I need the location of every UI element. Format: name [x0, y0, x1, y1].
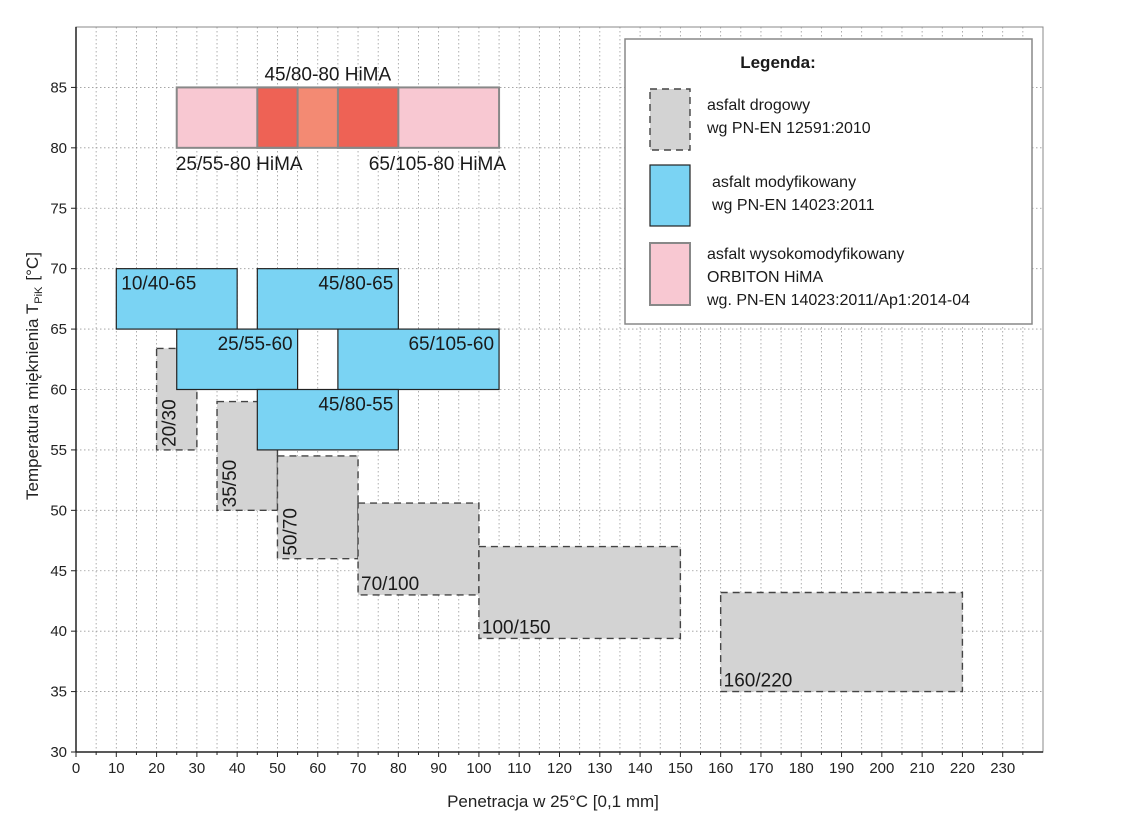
box-hima-outline	[175, 86, 299, 149]
x-tick-label: 110	[507, 760, 531, 777]
legend-entry-text: asfalt wysokomodyfikowany	[707, 246, 904, 263]
box-label: 20/30	[160, 399, 181, 447]
box-label: 25/55-60	[218, 334, 293, 355]
x-tick-label: 160	[708, 760, 733, 777]
box-hima-outline	[256, 86, 400, 149]
x-tick-label: 210	[910, 760, 935, 777]
box-road	[357, 502, 480, 596]
box-label: 45/80-55	[318, 395, 393, 416]
x-tick-label: 220	[950, 760, 975, 777]
box-label: 50/70	[280, 508, 301, 556]
x-tick-label: 30	[189, 760, 206, 777]
box-label: 45/80-80 HiMA	[264, 64, 391, 85]
box-hima-overlap-right	[337, 87, 399, 148]
y-axis-label: Temperatura mięknienia TPiK [°C]	[23, 252, 45, 500]
box-label: 10/40-65	[121, 274, 196, 295]
box-modified	[176, 328, 299, 391]
box-modified	[337, 328, 500, 391]
x-tick-label: 0	[72, 760, 80, 777]
y-tick-label: 55	[50, 442, 67, 459]
box-label: 160/220	[724, 671, 793, 692]
legend-title: Legenda:	[740, 53, 816, 72]
y-tick-label: 45	[50, 563, 67, 580]
box-modified	[256, 268, 399, 330]
box-label: 65/105-60	[408, 334, 494, 355]
legend-entries: asfalt drogowy wg PN-EN 12591:2010 asfalt …	[649, 88, 970, 309]
y-tick-label: 40	[50, 623, 67, 640]
y-axis-label-unit: [°C]	[23, 252, 42, 281]
box-label: 100/150	[482, 617, 551, 638]
axes	[71, 26, 1044, 757]
x-tick-label: 40	[229, 760, 246, 777]
box-modified	[256, 388, 399, 451]
legend-swatch-modified	[649, 164, 691, 227]
y-tick-label: 75	[50, 200, 67, 217]
x-axis-label: Penetracja w 25°C [0,1 mm]	[447, 792, 659, 811]
y-tick-label: 65	[50, 321, 67, 338]
box-road	[719, 591, 964, 693]
x-tick-label: 100	[466, 760, 491, 777]
data-boxes	[115, 86, 964, 693]
x-tick-label: 10	[108, 760, 125, 777]
legend-entry-text: wg PN-EN 14023:2011	[711, 197, 875, 214]
x-tick-label: 170	[748, 760, 773, 777]
box-label: 35/50	[220, 460, 241, 508]
y-tick-label: 35	[50, 684, 67, 701]
box-hima-outline	[336, 86, 501, 149]
x-tick-label: 200	[869, 760, 894, 777]
x-tick-label: 120	[547, 760, 572, 777]
box-road	[478, 545, 682, 640]
y-tick-label: 50	[50, 502, 67, 519]
x-tick-label: 80	[390, 760, 407, 777]
x-tick-label: 140	[628, 760, 653, 777]
y-tick-label: 85	[50, 79, 67, 96]
box-labels: 20/30 35/50 50/70 70/100 100/150 160/220 10/40…	[121, 64, 792, 691]
x-tick-label: 70	[350, 760, 367, 777]
x-tick-label: 50	[269, 760, 286, 777]
box-hima-middle	[297, 87, 338, 148]
box-road	[276, 455, 359, 560]
x-tick-label: 130	[587, 760, 612, 777]
legend-entry-text: asfalt drogowy	[707, 97, 810, 114]
box-label: 65/105-80 HiMA	[369, 154, 507, 175]
legend-entry-text: wg PN-EN 12591:2010	[706, 120, 871, 137]
box-hima-overlap-left	[257, 87, 298, 148]
x-tick-labels: 0 10 20 30 40 50 60 70 80 90 100 110 120 130 140 150 160…	[72, 760, 1015, 777]
y-axis-label-sub: PiK	[33, 286, 45, 304]
x-tick-label: 60	[309, 760, 326, 777]
x-tick-label: 20	[148, 760, 165, 777]
box-label: 70/100	[361, 574, 419, 595]
legend-swatch-road	[649, 88, 691, 151]
y-axis-label-main: Temperatura mięknienia T	[23, 304, 42, 500]
legend-swatch-hima	[649, 242, 691, 306]
x-tick-label: 90	[430, 760, 447, 777]
legend-entry-text: ORBITON HiMA	[707, 269, 823, 286]
x-tick-label: 190	[829, 760, 854, 777]
y-tick-label: 70	[50, 261, 67, 278]
y-tick-label: 30	[50, 744, 67, 761]
box-label: 25/55-80 HiMA	[176, 154, 303, 175]
legend: Legenda: asfalt drogowy wg PN-EN 12591:20…	[624, 38, 1033, 325]
x-tick-label: 230	[990, 760, 1015, 777]
legend-frame	[624, 38, 1033, 325]
legend-entry-text: asfalt modyfikowany	[712, 174, 856, 191]
y-tick-label: 60	[50, 382, 67, 399]
y-tick-label: 80	[50, 140, 67, 157]
box-label: 45/80-65	[318, 274, 393, 295]
y-tick-labels: 30 35 40 45 50 55 60 65 70 75 80 85	[50, 79, 67, 761]
box-modified	[115, 268, 238, 330]
legend-entry-text: wg. PN-EN 14023:2011/Ap1:2014-04	[706, 292, 970, 309]
x-tick-label: 150	[668, 760, 693, 777]
x-tick-label: 180	[789, 760, 814, 777]
